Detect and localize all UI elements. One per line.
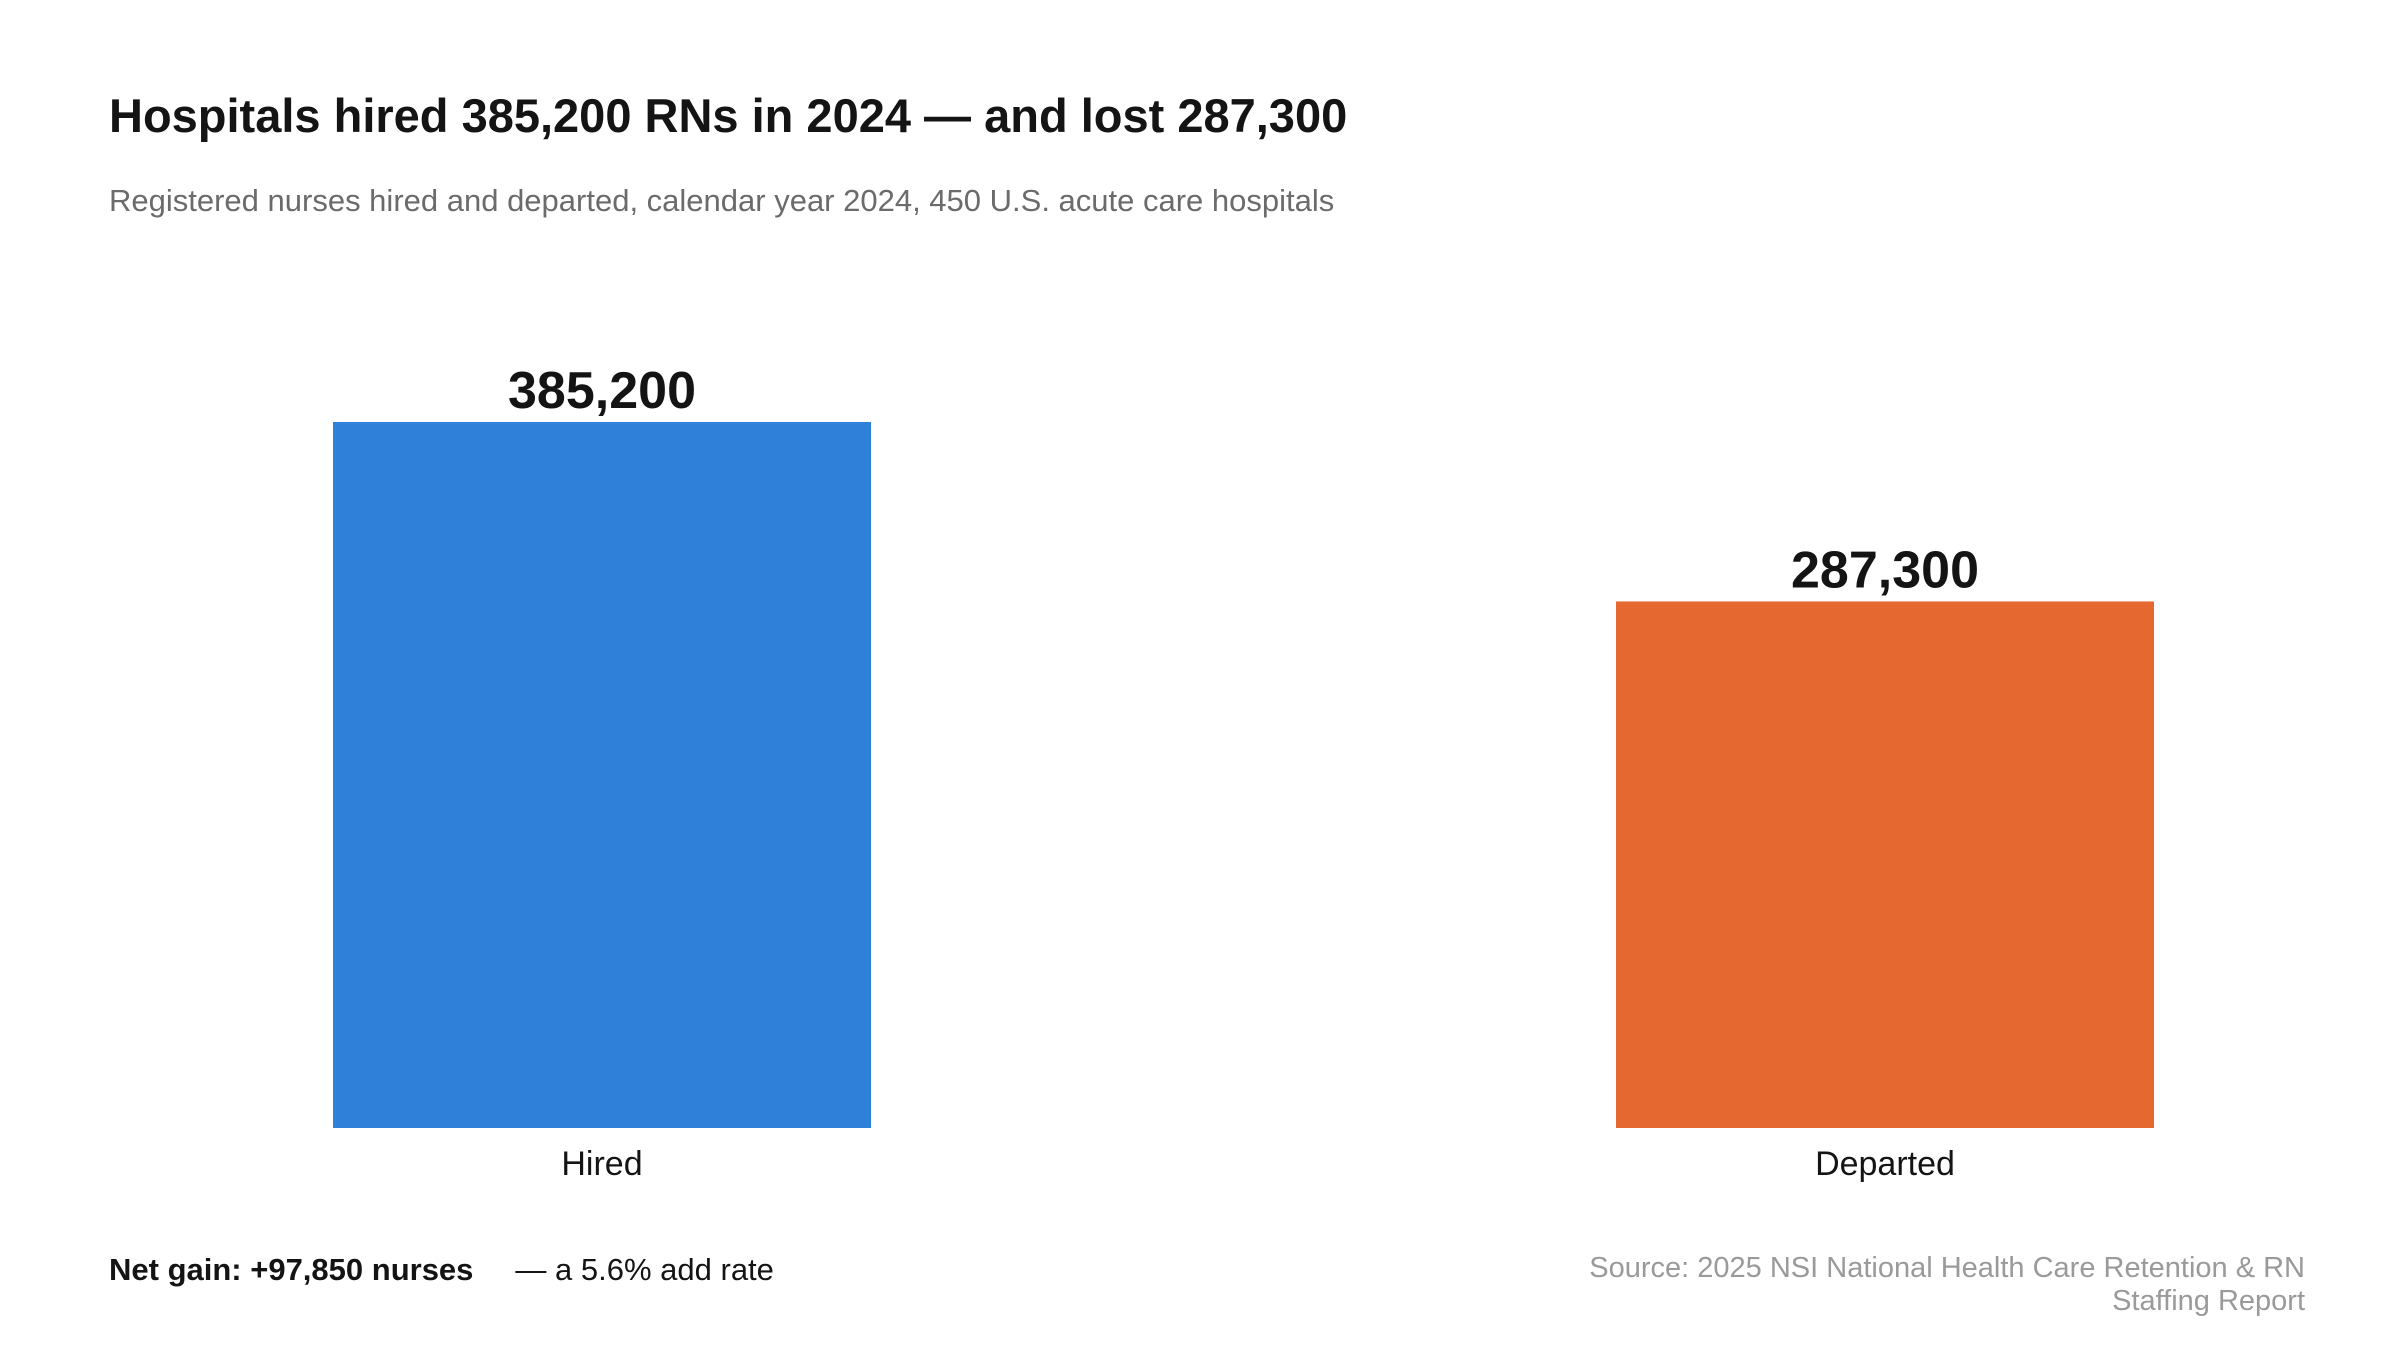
net-gain-label: Net gain: +97,850 nurses (109, 1252, 474, 1287)
category-label-departed: Departed (1815, 1145, 1955, 1183)
source-note: Source: 2025 NSI National Health Care Re… (1589, 1252, 2305, 1317)
value-label-hired: 385,200 (508, 362, 696, 420)
add-rate-label: — a 5.6% add rate (515, 1252, 774, 1287)
value-label-departed: 287,300 (1791, 541, 1979, 599)
chart-subtitle: Registered nurses hired and departed, ca… (109, 183, 1335, 218)
bar-departed (1616, 601, 2154, 1128)
net-gain-note: Net gain: +97,850 nurses — a 5.6% add rat… (109, 1252, 774, 1288)
bar-hired (333, 422, 871, 1128)
category-label-hired: Hired (561, 1145, 642, 1183)
chart-title: Hospitals hired 385,200 RNs in 2024 — an… (109, 89, 1348, 142)
